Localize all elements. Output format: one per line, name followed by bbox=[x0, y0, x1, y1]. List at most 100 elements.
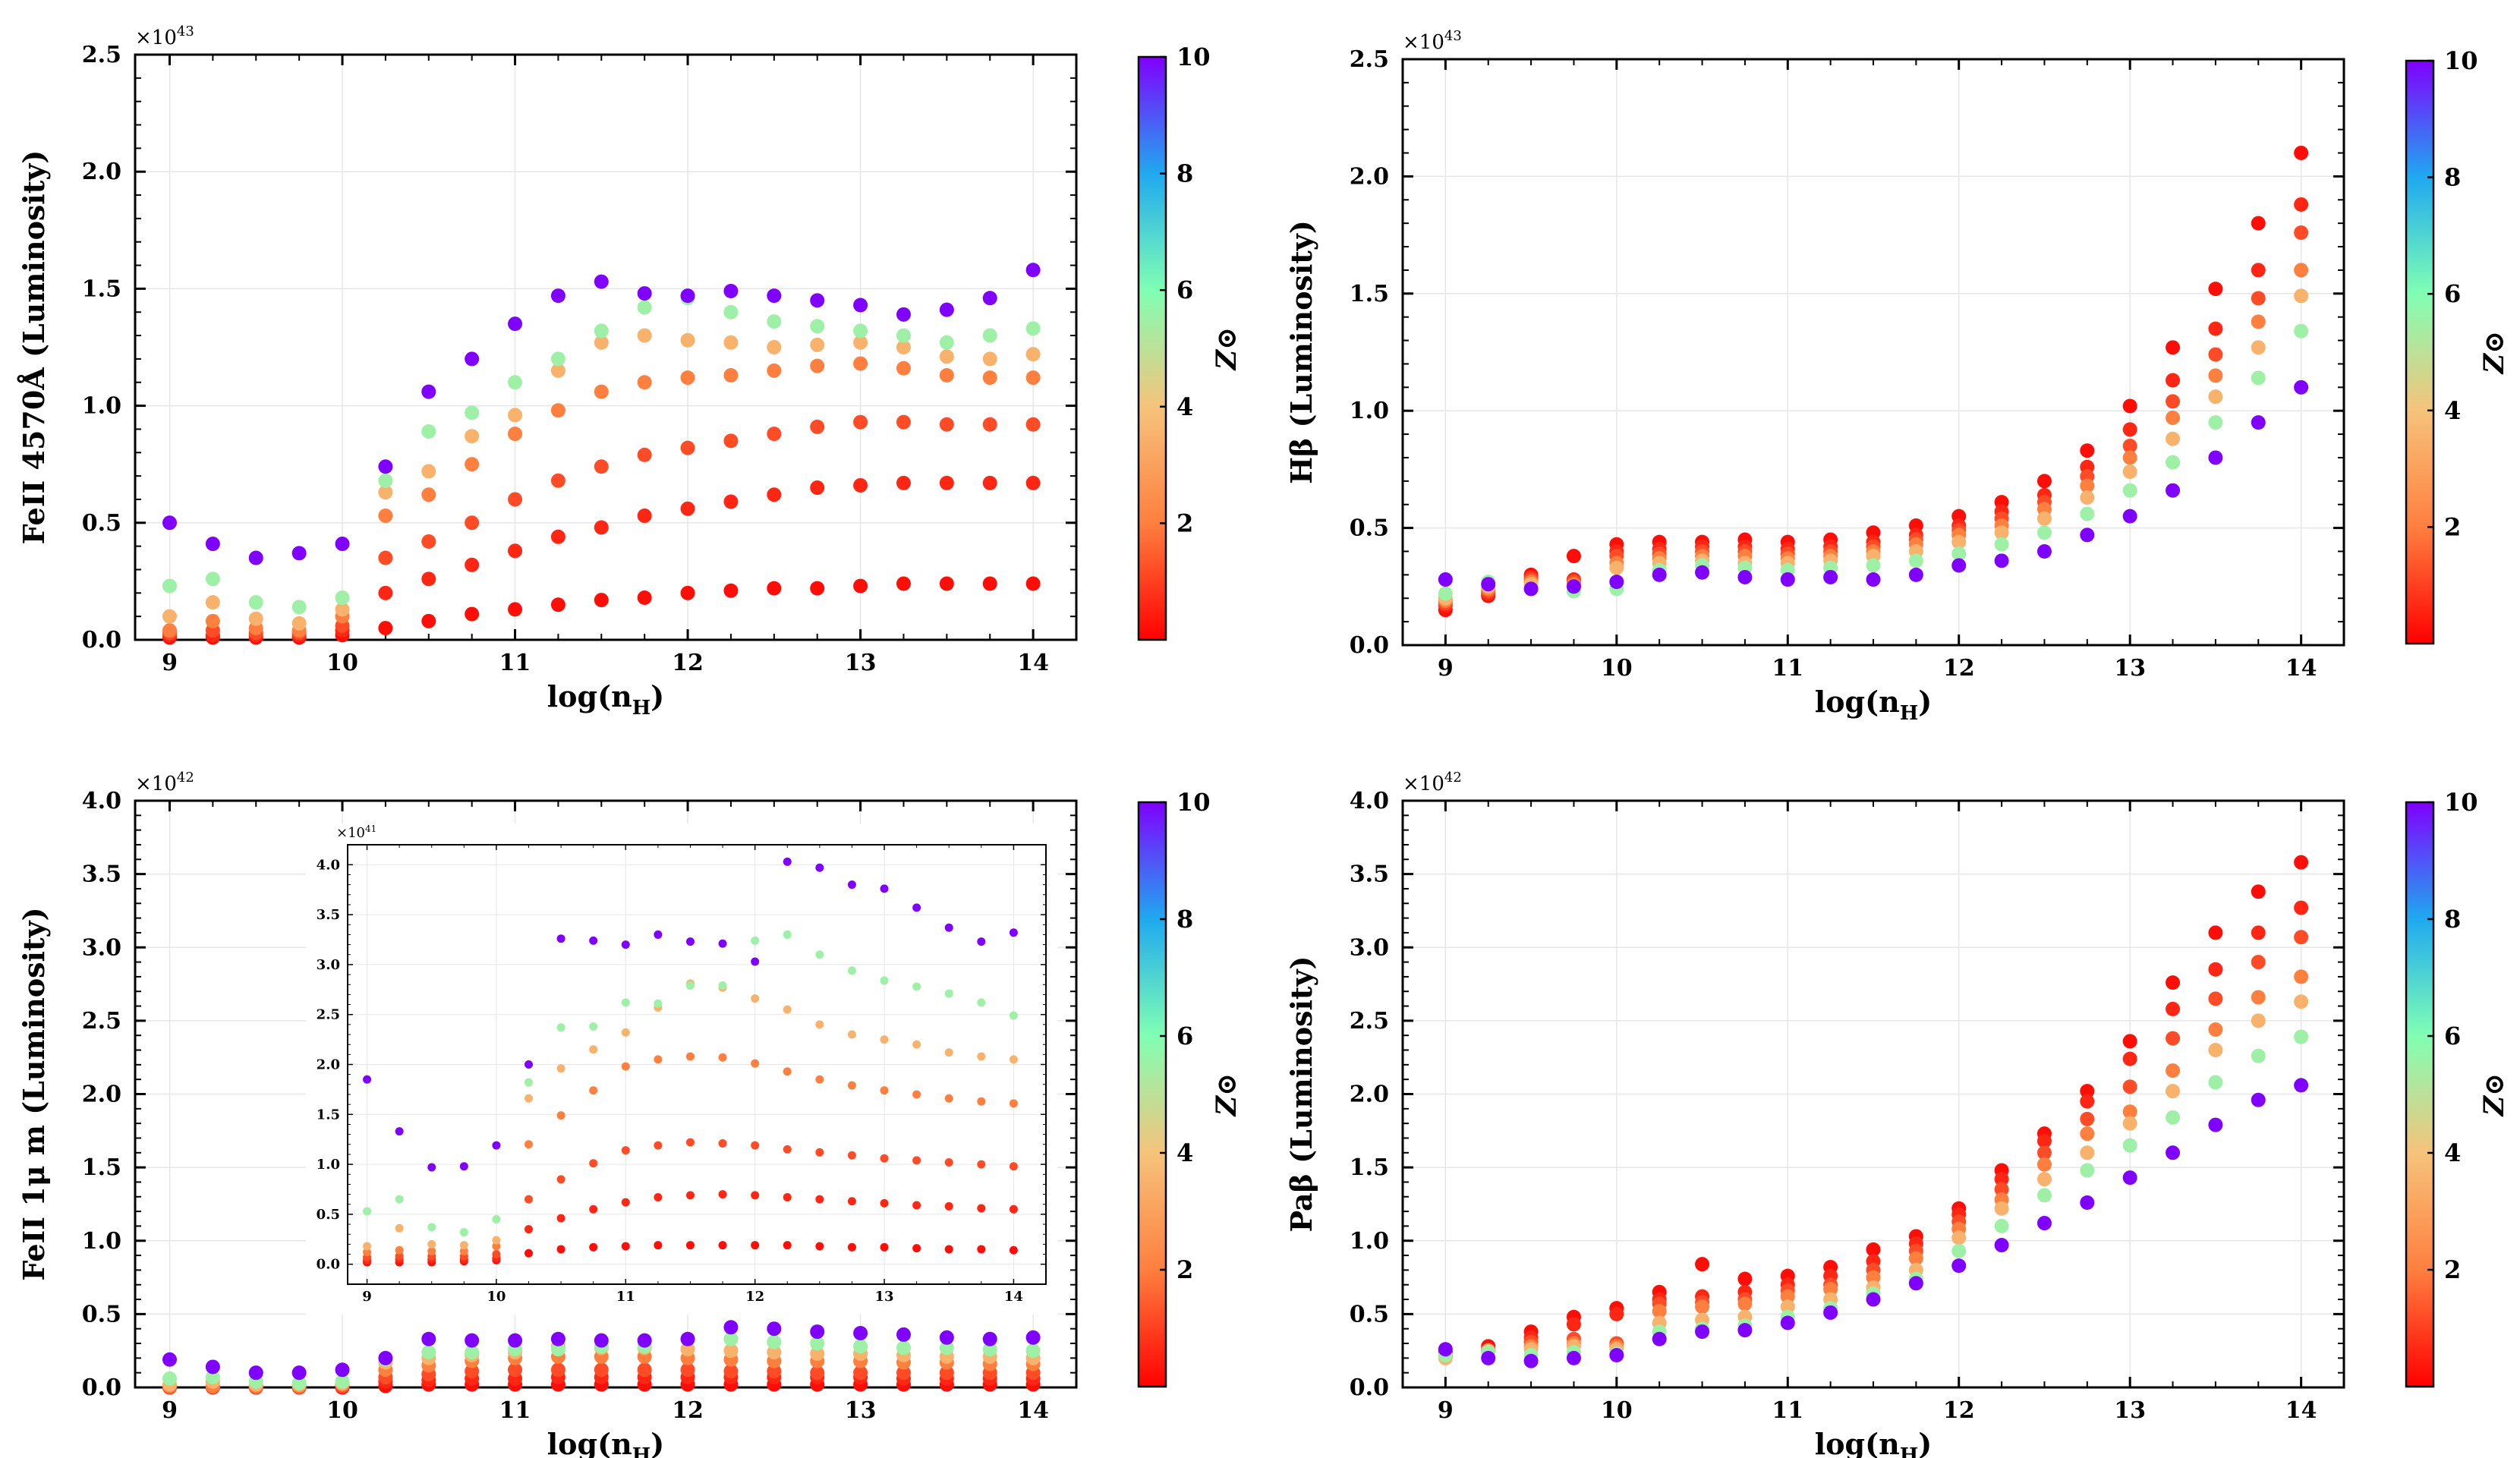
scatter-point bbox=[680, 370, 695, 386]
scatter-point bbox=[939, 417, 954, 432]
scatter-point bbox=[421, 613, 436, 628]
y-tick-label: 3.0 bbox=[317, 957, 340, 973]
scatter-point bbox=[1009, 1099, 1018, 1108]
scatter-point bbox=[853, 335, 868, 350]
x-tick-label: 10 bbox=[326, 1397, 358, 1424]
scatter-point bbox=[810, 1365, 825, 1381]
scatter-point bbox=[594, 323, 609, 339]
scatter-point bbox=[492, 1242, 501, 1251]
scatter-point bbox=[896, 1340, 911, 1356]
scatter-point bbox=[723, 583, 739, 598]
scatter-point bbox=[1951, 558, 1967, 573]
scatter-point bbox=[395, 1195, 404, 1204]
scatter-point bbox=[205, 613, 220, 628]
x-tick-label: 13 bbox=[2114, 1397, 2146, 1424]
scatter-point bbox=[1438, 586, 1453, 601]
scatter-point bbox=[685, 1241, 695, 1250]
scatter-point bbox=[2122, 422, 2137, 437]
x-tick-label: 13 bbox=[845, 650, 877, 676]
scatter-point bbox=[654, 1193, 663, 1202]
scatter-point bbox=[459, 1228, 468, 1237]
colorbar-tick-label: 6 bbox=[2444, 1022, 2461, 1050]
scatter-point bbox=[1737, 1323, 1753, 1338]
scatter-point bbox=[2208, 962, 2223, 977]
axis-multiplier: ×1042 bbox=[1403, 770, 1462, 795]
colorbar-tick-label: 4 bbox=[2444, 1138, 2461, 1167]
scatter-point bbox=[1523, 581, 1539, 597]
y-tick-label: 0.5 bbox=[82, 1301, 121, 1327]
scatter-point bbox=[2036, 1133, 2052, 1148]
x-tick-label: 10 bbox=[1601, 655, 1633, 682]
scatter-point bbox=[2251, 314, 2266, 329]
scatter-point bbox=[594, 384, 609, 399]
scatter-point bbox=[944, 1048, 953, 1057]
scatter-point bbox=[621, 940, 630, 949]
scatter-point bbox=[508, 375, 523, 390]
scatter-point bbox=[2080, 490, 2095, 505]
y-tick-label: 2.0 bbox=[82, 159, 121, 185]
scatter-point bbox=[2294, 900, 2309, 915]
x-tick-label: 12 bbox=[1943, 655, 1975, 682]
scatter-series-group bbox=[162, 1320, 1041, 1395]
scatter-point bbox=[594, 1333, 609, 1348]
scatter-point bbox=[2251, 415, 2266, 430]
scatter-point bbox=[421, 384, 436, 399]
scatter-point bbox=[810, 480, 825, 496]
colorbar-label: Z⊙ bbox=[1211, 1073, 1243, 1117]
scatter-point bbox=[427, 1223, 436, 1232]
scatter-point bbox=[1908, 567, 1923, 582]
colorbar-gradient bbox=[2405, 59, 2435, 645]
scatter-point bbox=[427, 1239, 436, 1249]
x-tick-label: 14 bbox=[1004, 1289, 1023, 1305]
scatter-point bbox=[723, 494, 739, 509]
scatter-point bbox=[2122, 450, 2137, 465]
scatter-point bbox=[556, 934, 565, 943]
colorbar-label: Z⊙ bbox=[1211, 327, 1243, 371]
scatter-point bbox=[1908, 1276, 1923, 1291]
scatter-point bbox=[421, 424, 436, 439]
y-tick-label: 0.0 bbox=[82, 1375, 121, 1401]
x-tick-label: 9 bbox=[362, 1289, 372, 1305]
scatter-point bbox=[2251, 1092, 2266, 1107]
y-tick-label: 2.5 bbox=[1350, 1008, 1389, 1034]
scatter-point bbox=[2208, 450, 2223, 465]
scatter-point bbox=[2251, 216, 2266, 231]
scatter-point bbox=[621, 1198, 630, 1207]
scatter-point bbox=[291, 1365, 307, 1381]
colorbar-tick-label: 10 bbox=[2444, 46, 2478, 75]
scatter-point bbox=[880, 1154, 889, 1163]
scatter-point bbox=[783, 1067, 792, 1076]
scatter-point bbox=[1438, 1342, 1453, 1357]
y-tick-label: 0.0 bbox=[317, 1257, 340, 1273]
scatter-point bbox=[1823, 1282, 1838, 1297]
scatter-point bbox=[2036, 1145, 2052, 1160]
scatter-point bbox=[853, 578, 868, 594]
scatter-point bbox=[378, 485, 393, 500]
x-tick-label: 13 bbox=[875, 1289, 894, 1305]
scatter-point bbox=[1695, 1324, 1710, 1340]
scatter-series bbox=[1438, 1078, 2309, 1368]
scatter-point bbox=[2080, 1094, 2095, 1109]
scatter-point bbox=[1009, 1245, 1018, 1255]
scatter-point bbox=[2036, 1172, 2052, 1187]
x-tick-label: 12 bbox=[672, 650, 704, 676]
colorbar-tick-label: 2 bbox=[1177, 509, 1193, 537]
x-axis-label: log(nH) bbox=[1815, 1427, 1933, 1458]
scatter-point bbox=[718, 939, 727, 948]
scatter-point bbox=[654, 1241, 663, 1250]
scatter-point bbox=[767, 340, 782, 354]
y-tick-label: 2.0 bbox=[317, 1057, 340, 1073]
scatter-point bbox=[896, 328, 911, 343]
scatter-series bbox=[363, 1052, 1018, 1257]
scatter-point bbox=[589, 1205, 598, 1214]
scatter-point bbox=[1566, 579, 1581, 594]
colorbar-tick-label: 2 bbox=[2444, 1255, 2461, 1284]
scatter-point bbox=[2166, 455, 2181, 470]
y-tick-label: 1.0 bbox=[1350, 398, 1389, 424]
scatter-point bbox=[2036, 1188, 2052, 1203]
scatter-point bbox=[896, 1327, 911, 1342]
x-tick-label: 12 bbox=[1943, 1397, 1975, 1424]
scatter-point bbox=[162, 578, 178, 594]
scatter-point bbox=[1695, 1299, 1710, 1315]
x-axis-label: log(nH) bbox=[547, 1427, 665, 1458]
